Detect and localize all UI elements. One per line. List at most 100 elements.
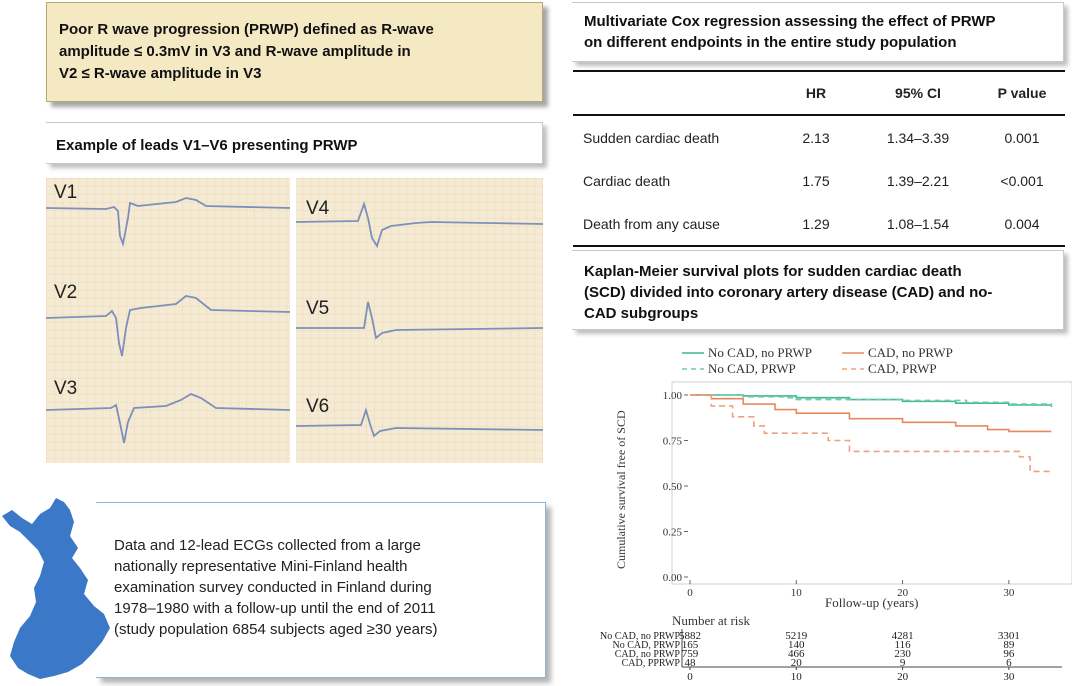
x-tick-label: 10 <box>791 587 803 599</box>
ecg-trace-v2 <box>46 295 291 357</box>
ecg-example-title: Example of leads V1–V6 presenting PRWP <box>46 122 543 164</box>
finland-map <box>0 496 118 681</box>
lead-label-v1: V1 <box>54 182 78 203</box>
km-axes: 0.00 0.25 0.50 0.75 1.00 0 10 20 30 <box>663 390 1015 599</box>
study-line-1: Data and 12-lead ECGs collected from a l… <box>114 537 421 554</box>
y-tick-label: 0.25 <box>663 527 683 539</box>
risk-tick-label: 0 <box>687 671 693 681</box>
y-axis-label: Cumulative survival free of SCD <box>614 410 628 569</box>
km-series-line-0 <box>690 394 1053 407</box>
km-chart-svg: No CAD, no PRWP CAD, no PRWP No CAD, PRW… <box>600 345 1073 683</box>
study-line-5: (study population 6854 subjects aged ≥30… <box>114 621 438 638</box>
km-series <box>690 394 1053 473</box>
table-row: Death from any cause 1.29 1.08–1.54 0.00… <box>573 202 1065 247</box>
header-endpoint <box>573 70 775 116</box>
km-title-line-2: (SCD) divided into coronary artery disea… <box>584 284 993 301</box>
risk-tick-label: 20 <box>897 671 909 681</box>
header-hr: HR <box>775 70 857 116</box>
risk-tick-label: 30 <box>1003 671 1015 681</box>
lead-label-v3: V3 <box>54 378 78 399</box>
p-cell: <0.001 <box>1000 172 1044 189</box>
number-at-risk-label: Number at risk <box>672 613 750 628</box>
p-cell: 0.004 <box>979 202 1065 247</box>
km-risk-table: No CAD, no PRWP 5882 5219 4281 3301 No CAD, P… <box>600 629 1062 683</box>
risk-value: 5219 <box>785 630 808 642</box>
study-line-3: examination survey conducted in Finland … <box>114 579 432 596</box>
lead-label-v6: V6 <box>306 396 330 417</box>
legend-label-no-cad-no-prwp: No CAD, no PRWP <box>708 345 812 360</box>
ecg-trace-v4 <box>295 201 543 249</box>
table-row: Sudden cardiac death 2.13 1.34–3.39 0.00… <box>573 115 1065 159</box>
risk-value: 759 <box>682 648 699 660</box>
endpoint-cell: Sudden cardiac death <box>583 129 720 146</box>
cox-title-line-2: on different endpoints in the entire stu… <box>584 34 957 51</box>
km-series-line-3 <box>690 394 1052 473</box>
risk-row-label: CAD, PPRWP <box>622 658 681 669</box>
y-tick-label: 0.50 <box>663 481 683 493</box>
x-tick-label: 20 <box>897 587 909 599</box>
ecg-trace-v5 <box>296 301 543 340</box>
risk-value: 3301 <box>998 630 1020 642</box>
header-p-value: P value <box>979 70 1065 116</box>
finland-map-icon <box>2 498 110 679</box>
risk-value: 466 <box>788 648 805 660</box>
risk-value: 230 <box>894 648 911 660</box>
header-ci: 95% CI <box>857 70 979 116</box>
km-series-line-2 <box>690 394 1052 433</box>
ecg-trace-v3 <box>46 392 291 444</box>
study-line-2: nationally representative Mini-Finland h… <box>114 558 408 575</box>
y-tick-label: 1.00 <box>663 390 683 402</box>
table-row: Cardiac death 1.75 1.39–2.21 <0.001 <box>573 159 1065 202</box>
lead-label-v5: V5 <box>306 298 330 319</box>
table-header-row: HR 95% CI P value <box>573 70 1065 116</box>
risk-value: 96 <box>1003 648 1015 660</box>
ecg-trace-v1 <box>46 197 291 248</box>
risk-value: 116 <box>895 639 912 651</box>
cox-regression-title: Multivariate Cox regression assessing th… <box>572 2 1064 62</box>
ci-cell: 1.39–2.21 <box>886 172 950 189</box>
ci-cell: 1.34–3.39 <box>886 129 950 146</box>
ci-cell: 1.08–1.54 <box>857 202 979 247</box>
plot-area <box>671 381 1073 585</box>
ecg-trace-v6 <box>295 406 543 438</box>
risk-value: 4281 <box>892 630 914 642</box>
km-legend: No CAD, no PRWP CAD, no PRWP No CAD, PRW… <box>682 345 953 376</box>
risk-value: 48 <box>685 657 697 669</box>
legend-label-no-cad-prwp: No CAD, PRWP <box>708 361 796 376</box>
y-tick-label: 0.00 <box>663 572 683 584</box>
hr-cell: 1.29 <box>775 202 857 247</box>
cox-regression-table: HR 95% CI P value Sudden cardiac death 2… <box>573 70 1065 247</box>
risk-tick-label: 10 <box>791 671 803 681</box>
hr-cell: 1.75 <box>802 172 830 189</box>
x-tick-label: 0 <box>687 587 693 599</box>
lead-label-v4: V4 <box>306 198 330 219</box>
cox-title-line-1: Multivariate Cox regression assessing th… <box>584 13 996 30</box>
km-title-line-3: CAD subgroups <box>584 305 699 322</box>
ecg-traces <box>46 178 543 463</box>
study-line-4: 1978–1980 with a follow-up until the end… <box>114 600 436 617</box>
risk-row-label: No CAD, PRWP <box>612 640 680 651</box>
risk-value: 165 <box>682 639 699 651</box>
km-chart: No CAD, no PRWP CAD, no PRWP No CAD, PRW… <box>572 336 1073 683</box>
endpoint-cell: Death from any cause <box>573 202 775 247</box>
risk-row-label: No CAD, no PRWP <box>600 631 680 642</box>
ecg-leads-panel: V1 V2 V3 V4 V5 V6 <box>46 178 543 463</box>
definition-line-3: V2 ≤ R-wave amplitude in V3 <box>59 65 262 82</box>
study-description-box: Data and 12-lead ECGs collected from a l… <box>96 502 546 678</box>
lead-label-v2: V2 <box>54 282 78 303</box>
legend-label-cad-prwp: CAD, PRWP <box>868 361 937 376</box>
risk-value: 20 <box>791 657 803 669</box>
p-cell: 0.001 <box>1004 129 1040 146</box>
risk-value: 9 <box>900 657 906 669</box>
legend-label-cad-no-prwp: CAD, no PRWP <box>868 345 953 360</box>
x-axis-label: Follow-up (years) <box>825 595 919 610</box>
risk-value: 140 <box>788 639 805 651</box>
x-tick-label: 30 <box>1003 587 1015 599</box>
risk-value: 6 <box>1006 657 1012 669</box>
definition-line-1: Poor R wave progression (PRWP) defined a… <box>59 21 434 38</box>
y-tick-label: 0.75 <box>663 436 683 448</box>
risk-value: 5882 <box>679 630 701 642</box>
risk-row-label: CAD, no PRWP <box>615 649 681 660</box>
endpoint-cell: Cardiac death <box>583 172 671 189</box>
definition-line-2: amplitude ≤ 0.3mV in V3 and R-wave ampli… <box>59 43 411 60</box>
